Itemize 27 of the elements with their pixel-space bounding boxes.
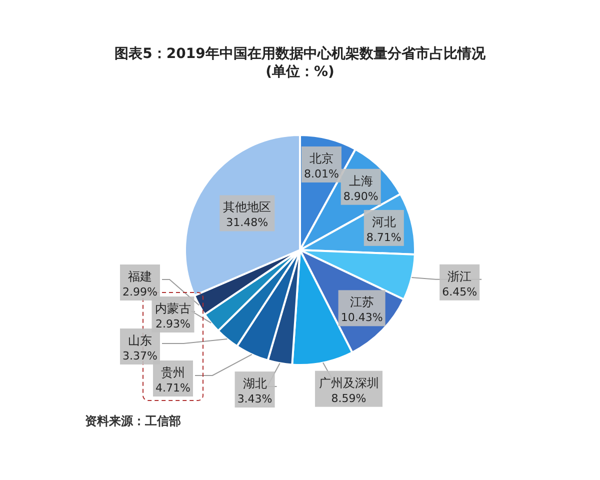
data-label: 3.37% [122,350,158,362]
data-label: 2.99% [122,286,158,298]
data-label: 2.93% [156,318,190,330]
slice-label: 广州及深圳 [318,376,379,390]
slice-label: 河北 [372,214,396,229]
data-label: 8.59% [331,392,366,405]
data-label: 8.01% [304,167,339,180]
slice-label: 贵州 [161,366,185,380]
slice-label: 上海 [348,174,373,188]
slice-label: 内蒙古 [155,302,191,316]
slice-label: 江苏 [350,295,374,310]
data-label: 3.43% [237,392,272,406]
data-label: 8.90% [343,190,378,203]
slice-label: 其他地区 [223,200,272,214]
slice-label: 浙江 [448,269,472,284]
data-label: 10.43% [340,311,383,324]
data-label: 6.45% [442,285,478,298]
data-label: 8.71% [366,230,402,244]
data-label: 4.71% [156,382,190,394]
text: 资料来源：工信部 [85,414,181,428]
slice-label: 北京 [309,151,334,166]
data-label: 31.48% [226,216,268,230]
chart-title: 图表5：2019年中国在用数据中心机架数量分省市占比情况 [114,45,486,62]
slice-label: 福建 [128,270,152,284]
slice-label: 山东 [128,334,152,348]
chart-subtitle: (单位：%) [266,64,334,80]
slice-label: 湖北 [242,376,267,391]
